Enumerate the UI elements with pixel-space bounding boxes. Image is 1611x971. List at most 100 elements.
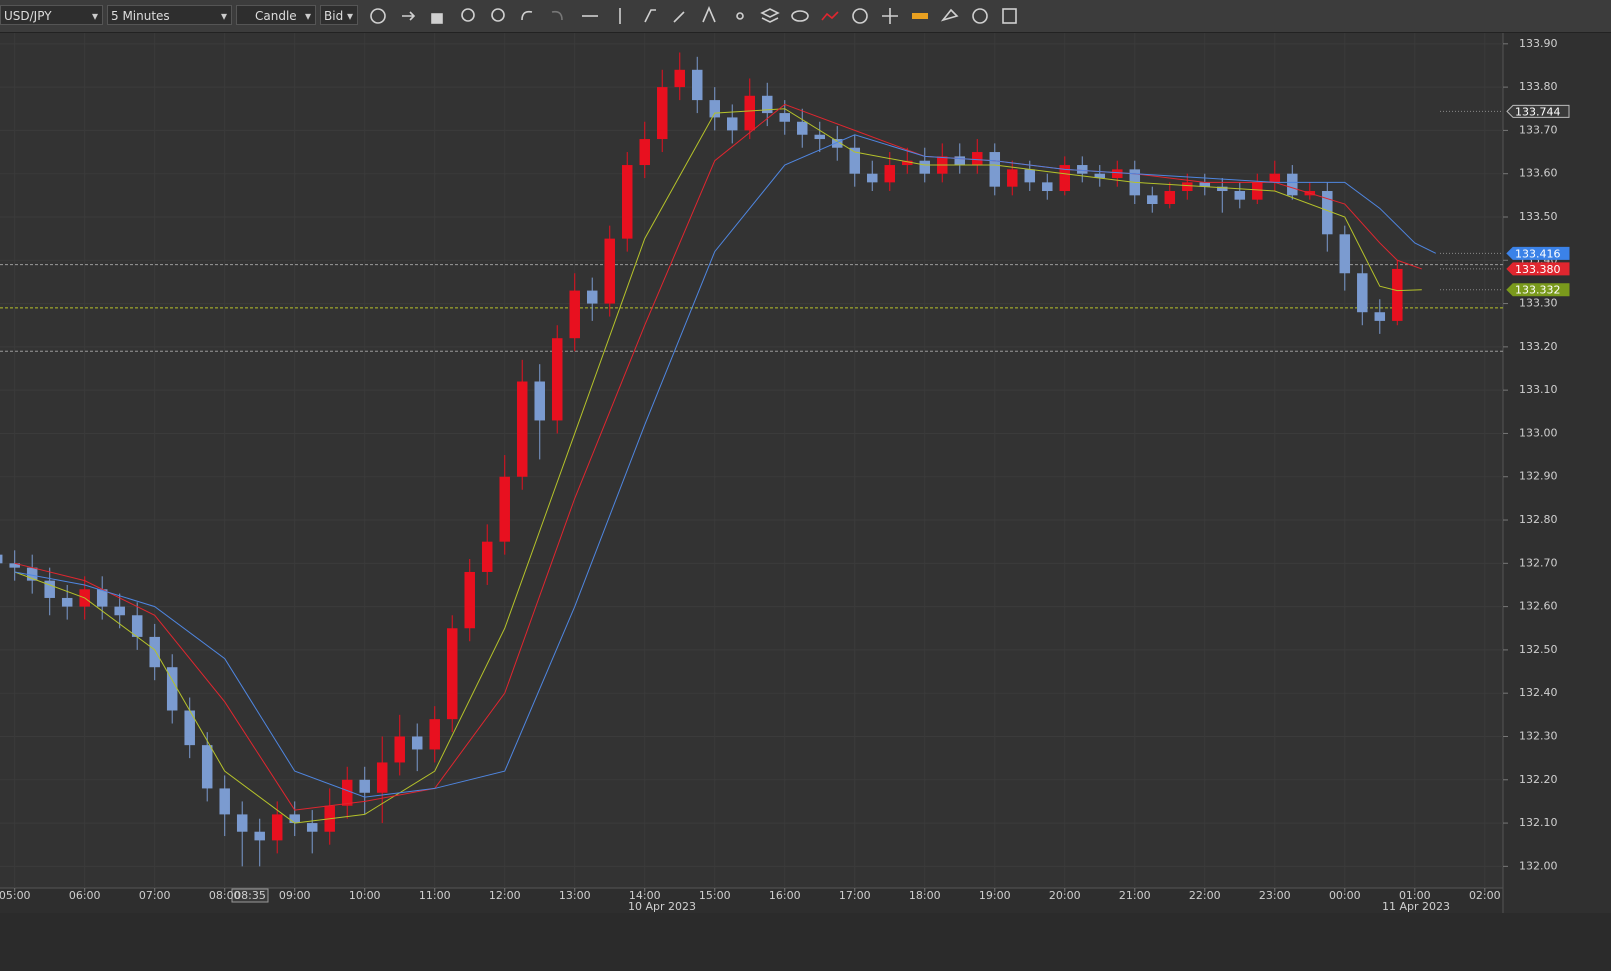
price-tag-label: 133.380 [1515, 263, 1561, 276]
toolbar-icons [370, 5, 1017, 24]
y-tick-label: 133.80 [1519, 80, 1558, 93]
layers-icon[interactable] [760, 8, 780, 23]
refresh-icon[interactable] [370, 8, 386, 24]
candle-body [744, 95, 756, 131]
y-tick-label: 132.80 [1519, 513, 1558, 526]
candle-body [289, 814, 300, 824]
price-tag [1506, 262, 1570, 276]
candle-body [954, 156, 966, 166]
candle-body [446, 628, 458, 720]
candle-body [166, 667, 178, 711]
candle-body [551, 338, 563, 421]
x-tick-label: 15:00 [699, 889, 731, 902]
style-select[interactable]: Candle [236, 5, 316, 26]
toolbar: USD/JPY 5 Minutes Candle Bid [0, 0, 1611, 33]
candle-body [849, 147, 861, 174]
plot-area [0, 33, 1503, 888]
candle-body [884, 165, 896, 183]
candle-body [1182, 182, 1193, 192]
candle-body [867, 173, 878, 183]
candle-body [1357, 273, 1368, 313]
candle-body [691, 69, 703, 101]
candle-body [972, 152, 983, 166]
lock-icon[interactable] [431, 13, 443, 24]
symbol-select[interactable]: USD/JPY [0, 5, 103, 26]
candle-body [814, 134, 826, 140]
x-tick-label: 11:00 [419, 889, 451, 902]
price-axis [1503, 33, 1611, 913]
x-tick-label: 20:00 [1049, 889, 1081, 902]
candle-body [1007, 169, 1018, 187]
view-icon[interactable] [791, 10, 809, 22]
date-label: 11 Apr 2023 [1382, 900, 1450, 913]
y-tick-label: 133.50 [1519, 210, 1558, 223]
x-tick-label: 07:00 [139, 889, 171, 902]
chart: 08:35 10 Apr 2023 11 Apr 2023 132.00 132.… [0, 33, 1611, 913]
candle-body [516, 381, 528, 477]
y-tick-label: 132.00 [1519, 859, 1558, 872]
candle-body [271, 814, 283, 841]
objects-icon[interactable] [736, 12, 744, 20]
draw-icon[interactable] [673, 11, 685, 23]
zoom-out-icon[interactable] [491, 8, 505, 22]
price-tag [1506, 283, 1570, 297]
compare-icon[interactable] [821, 11, 839, 21]
cursor-time-box [231, 888, 269, 903]
candle-body [1252, 182, 1263, 200]
candle-body [254, 831, 265, 841]
indicator-icon[interactable] [644, 9, 656, 23]
redo-icon[interactable] [551, 10, 563, 21]
y-tick-label: 132.50 [1519, 643, 1558, 656]
candle-body [621, 165, 633, 239]
candle-body [0, 554, 3, 564]
candle-body [236, 814, 248, 832]
fill-icon[interactable] [940, 8, 959, 22]
colors-icon[interactable] [912, 13, 928, 19]
scroll-icon[interactable] [402, 11, 416, 21]
candle-body [674, 69, 685, 88]
x-tick-label: 17:00 [839, 889, 871, 902]
candle-body [131, 615, 143, 637]
candle-body [639, 139, 650, 166]
interval-select[interactable]: 5 Minutes [107, 5, 232, 26]
text-icon[interactable] [702, 5, 716, 23]
candle-body [411, 736, 423, 750]
price-tag [1506, 104, 1570, 118]
candle-body [1147, 195, 1158, 204]
reload-icon[interactable] [972, 8, 988, 24]
candle-body [149, 636, 160, 668]
y-tick-label: 133.00 [1519, 426, 1558, 439]
candle-body [534, 381, 545, 421]
page: USD/JPY 5 Minutes Candle Bid [0, 0, 1611, 938]
candle-body [44, 580, 55, 598]
y-tick-label: 132.60 [1519, 600, 1558, 613]
y-tick-label: 132.20 [1519, 773, 1558, 786]
info-icon[interactable] [852, 8, 868, 24]
crosshair-icon[interactable] [882, 8, 898, 24]
candle-body [604, 238, 615, 304]
x-tick-label: 09:00 [279, 889, 311, 902]
undo-icon[interactable] [521, 10, 533, 21]
candle-body [1269, 173, 1281, 183]
candle-body [429, 719, 440, 750]
candle-body [1339, 234, 1351, 274]
candle-body [1374, 312, 1386, 321]
candle-body [1392, 268, 1403, 321]
candle-body [656, 87, 668, 140]
x-tick-label: 05:00 [0, 889, 31, 902]
candle-body [1217, 186, 1228, 192]
zoom-in-icon[interactable] [461, 8, 475, 22]
side-select[interactable]: Bid [320, 5, 358, 26]
y-tick-label: 133.20 [1519, 340, 1558, 353]
candle-body [9, 563, 20, 568]
y-tick-label: 133.60 [1519, 167, 1558, 180]
y-tick-label: 132.40 [1519, 686, 1558, 699]
x-tick-label: 14:00 [629, 889, 661, 902]
candle-body [376, 762, 388, 793]
candle-body [341, 779, 353, 806]
x-tick-label: 19:00 [979, 889, 1011, 902]
cursor-time: 08:35 [234, 889, 266, 902]
save-icon[interactable] [1002, 8, 1017, 24]
x-tick-label: 21:00 [1119, 889, 1151, 902]
candle-body [709, 100, 720, 118]
